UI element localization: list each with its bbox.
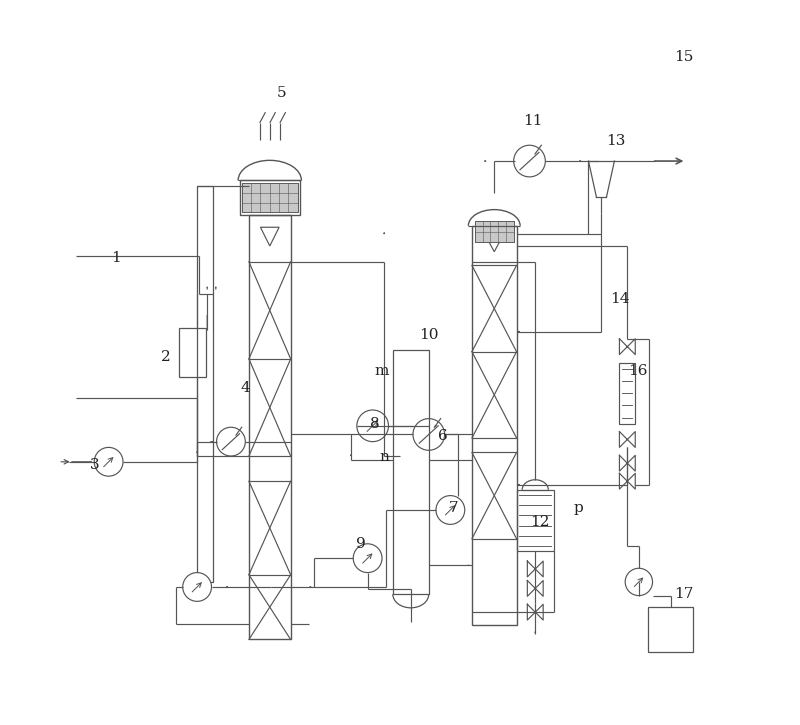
Circle shape — [413, 418, 445, 450]
Bar — [393, 349, 429, 594]
Circle shape — [357, 410, 389, 442]
Text: 11: 11 — [523, 115, 543, 128]
Bar — [242, 183, 298, 212]
Text: 2: 2 — [162, 349, 171, 364]
Text: 16: 16 — [628, 364, 647, 378]
Text: 17: 17 — [674, 587, 694, 601]
Bar — [517, 490, 554, 551]
Text: 12: 12 — [530, 515, 550, 529]
Text: 1: 1 — [111, 251, 121, 265]
Text: 3: 3 — [90, 457, 99, 472]
Bar — [239, 181, 300, 215]
Text: 15: 15 — [674, 50, 694, 64]
Bar — [619, 362, 635, 423]
Text: 5: 5 — [277, 86, 286, 100]
Text: 6: 6 — [438, 429, 448, 443]
Circle shape — [217, 427, 246, 456]
Circle shape — [182, 573, 211, 601]
Text: 8: 8 — [370, 417, 380, 431]
Text: 13: 13 — [606, 134, 626, 148]
Circle shape — [514, 145, 546, 177]
Text: 7: 7 — [449, 501, 458, 515]
Text: 14: 14 — [610, 292, 629, 306]
Text: n: n — [379, 450, 389, 465]
Circle shape — [94, 447, 123, 476]
Bar — [249, 215, 290, 639]
Circle shape — [354, 544, 382, 573]
Circle shape — [436, 496, 465, 524]
Bar — [475, 222, 514, 241]
Text: m: m — [375, 364, 390, 378]
Text: p: p — [574, 501, 583, 515]
Circle shape — [625, 568, 653, 596]
Bar — [472, 225, 517, 625]
Bar — [179, 328, 206, 377]
Bar — [197, 186, 213, 582]
Text: 10: 10 — [419, 328, 438, 342]
Text: 9: 9 — [355, 536, 366, 551]
Bar — [648, 607, 693, 652]
Text: 4: 4 — [241, 381, 250, 394]
